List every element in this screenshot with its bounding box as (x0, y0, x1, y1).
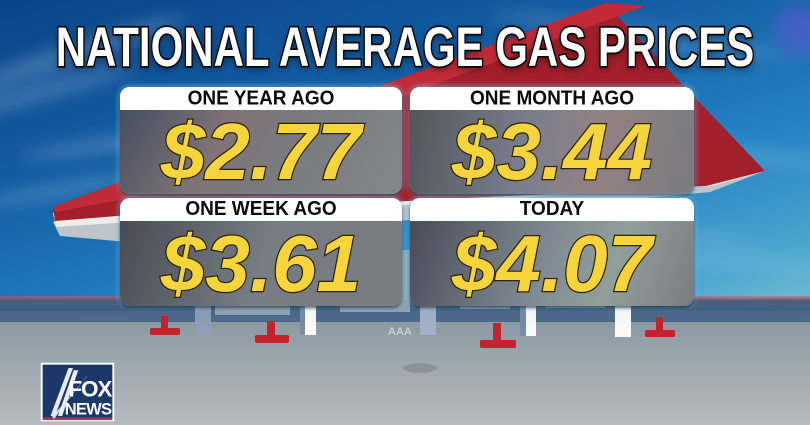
svg-text:NEWS: NEWS (65, 401, 112, 419)
svg-text:FOX: FOX (68, 377, 112, 402)
svg-text:AAA: AAA (388, 326, 412, 338)
